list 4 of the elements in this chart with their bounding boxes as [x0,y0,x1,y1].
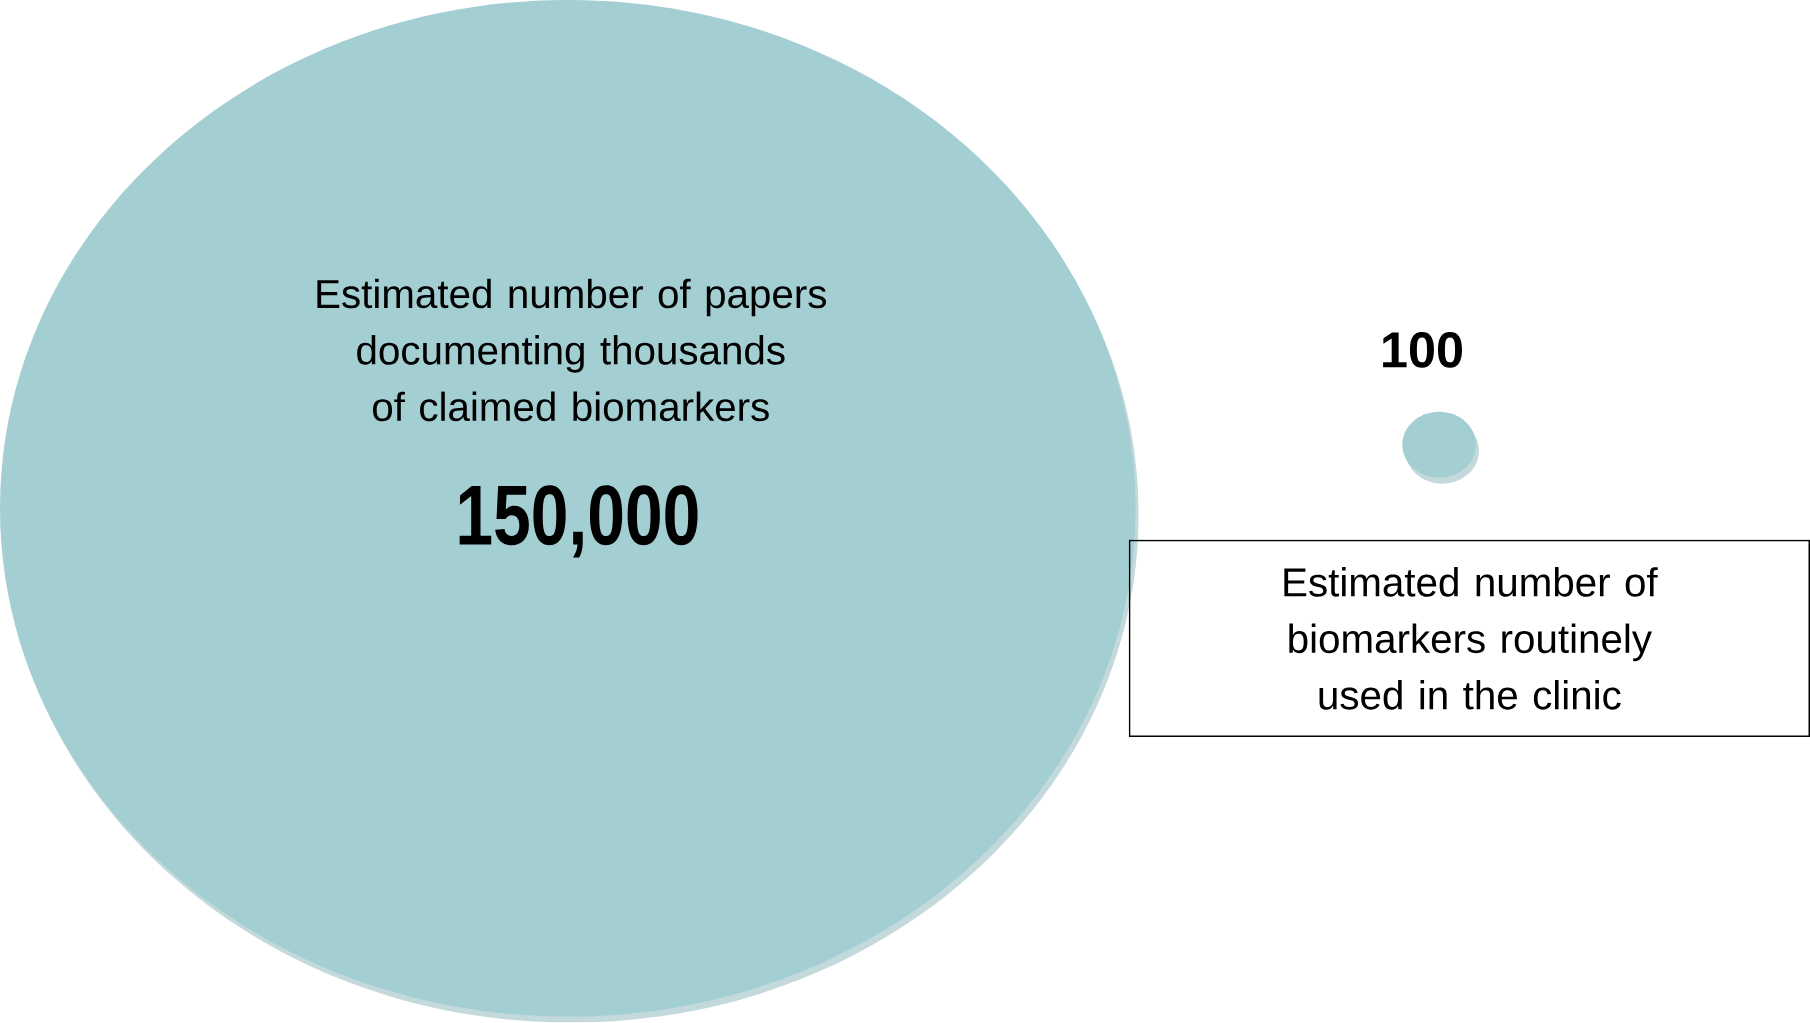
category-label: Estimated number of papers documenting thousands of claimed biomarkers [317,278,826,422]
data-label: 100 [1383,332,1462,368]
category-label: Estimated number of biomarkers routinely used in the clinic [1284,567,1658,710]
data-label: 150,000 [459,485,698,558]
